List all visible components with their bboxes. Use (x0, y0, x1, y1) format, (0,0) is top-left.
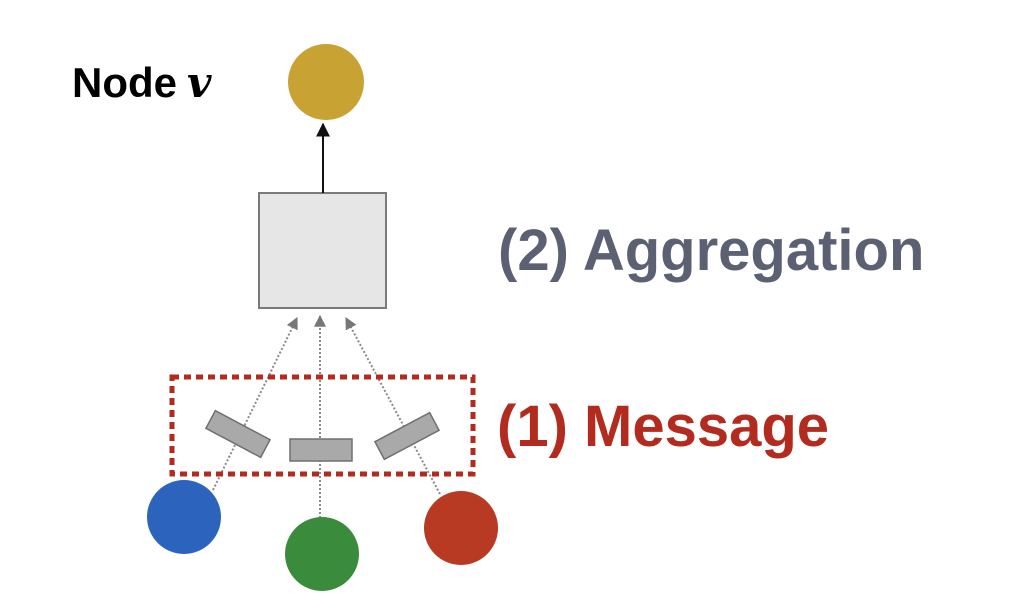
node-title: Node v (72, 62, 211, 104)
message-label: (1) Message (497, 394, 830, 459)
message-rect-left (204, 409, 272, 459)
neighbor-node-blue (147, 480, 221, 554)
neighbor-node-red (424, 491, 498, 565)
node-title-text: Node (72, 59, 177, 106)
neighbor-node-green (285, 517, 359, 591)
message-rect-right (373, 411, 441, 461)
edge-blue-to-aggregator (212, 316, 298, 491)
aggregation-label: (2) Aggregation (498, 218, 925, 283)
message-highlight-box (169, 374, 476, 477)
message-rect-middle (289, 438, 353, 462)
edge-red-to-aggregator (345, 316, 441, 495)
aggregator-box (258, 192, 387, 309)
node-variable: v (187, 58, 212, 107)
target-node-v (288, 44, 364, 120)
